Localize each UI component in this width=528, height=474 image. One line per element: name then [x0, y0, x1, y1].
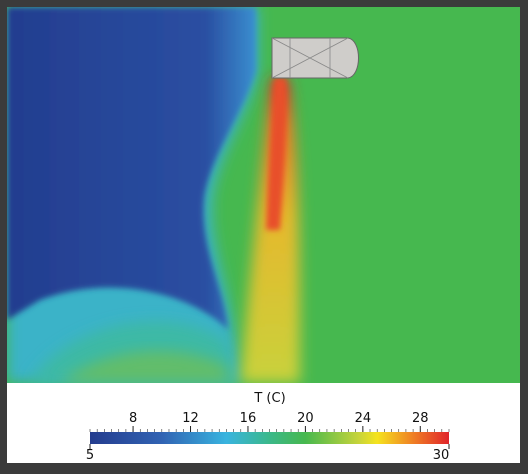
colorbar-gradient — [90, 432, 449, 444]
temperature-field — [7, 7, 520, 383]
heater — [271, 37, 359, 79]
tick-label: 12 — [182, 411, 199, 426]
tick-label: 8 — [129, 411, 137, 426]
tick-label: 24 — [355, 411, 372, 426]
tick-label: 28 — [412, 411, 429, 426]
tick-label: 16 — [240, 411, 257, 426]
colorbar: T (C) — [90, 391, 449, 444]
colorbar-title: T (C) — [253, 391, 285, 406]
range-min-label: 5 — [86, 448, 94, 463]
legend-area — [7, 383, 520, 463]
range-max-label: 30 — [433, 448, 450, 463]
tick-label: 20 — [297, 411, 314, 426]
